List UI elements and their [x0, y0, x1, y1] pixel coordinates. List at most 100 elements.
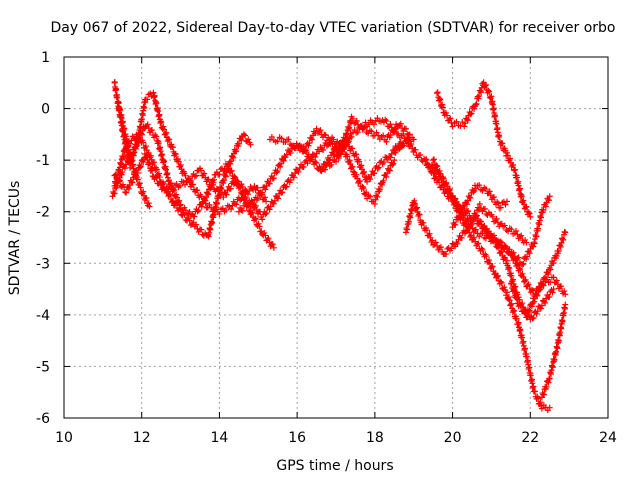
- data-point: [274, 168, 281, 175]
- data-point: [111, 190, 118, 197]
- data-point: [529, 315, 536, 322]
- data-point: [136, 132, 143, 139]
- data-point: [476, 92, 483, 99]
- data-point: [498, 279, 505, 286]
- data-point: [531, 298, 538, 305]
- data-point: [510, 249, 517, 256]
- data-point: [256, 223, 263, 230]
- data-point: [191, 173, 198, 180]
- data-point: [213, 200, 220, 207]
- data-point: [277, 163, 284, 170]
- data-point: [555, 337, 562, 344]
- data-point: [508, 300, 515, 307]
- data-point: [405, 138, 412, 145]
- data-point: [551, 356, 558, 363]
- data-point: [491, 232, 498, 239]
- data-point: [239, 207, 246, 214]
- data-point: [244, 191, 251, 198]
- data-point: [534, 308, 541, 315]
- data-point: [504, 152, 511, 159]
- data-point: [463, 116, 470, 123]
- data-point: [426, 163, 433, 170]
- data-point: [182, 172, 189, 179]
- data-point: [270, 244, 277, 251]
- data-point: [475, 240, 482, 247]
- data-point: [538, 214, 545, 221]
- data-point: [217, 185, 224, 192]
- data-point: [285, 136, 292, 143]
- data-point: [447, 115, 454, 122]
- data-point: [159, 151, 166, 158]
- data-point: [349, 115, 356, 122]
- x-tick-label: 18: [366, 430, 384, 446]
- data-point: [140, 188, 147, 195]
- data-point: [356, 178, 363, 185]
- data-point: [177, 161, 184, 168]
- data-point: [368, 128, 375, 135]
- data-point: [227, 185, 234, 192]
- data-point: [267, 203, 274, 210]
- data-point: [218, 184, 225, 191]
- data-point: [270, 175, 277, 182]
- data-point: [367, 193, 374, 200]
- data-point: [434, 90, 441, 97]
- data-point: [466, 194, 473, 201]
- data-point: [258, 228, 265, 235]
- data-point: [259, 216, 266, 223]
- data-point: [153, 133, 160, 140]
- data-point: [158, 119, 165, 126]
- data-point: [437, 96, 444, 103]
- data-point: [547, 266, 554, 273]
- series-track-14: [430, 156, 553, 414]
- data-point: [472, 213, 479, 220]
- data-point: [136, 180, 143, 187]
- data-point: [507, 301, 514, 308]
- data-point: [252, 202, 259, 209]
- data-point: [202, 200, 209, 207]
- data-point: [489, 213, 496, 220]
- data-point: [146, 203, 153, 210]
- data-point: [280, 157, 287, 164]
- data-point: [143, 194, 150, 201]
- data-point: [432, 239, 439, 246]
- data-point: [384, 170, 391, 177]
- data-point: [382, 116, 389, 123]
- data-point: [522, 236, 529, 243]
- data-point: [444, 112, 451, 119]
- data-point: [343, 142, 350, 149]
- data-point: [514, 321, 521, 328]
- data-point: [520, 197, 527, 204]
- data-point: [287, 177, 294, 184]
- data-point: [151, 92, 158, 99]
- data-point: [170, 186, 177, 193]
- data-point: [395, 145, 402, 152]
- data-point: [449, 123, 456, 130]
- data-point: [293, 140, 300, 147]
- data-point: [448, 194, 455, 201]
- data-point: [140, 139, 147, 146]
- data-point: [234, 178, 241, 185]
- data-point: [463, 208, 470, 215]
- data-points: [109, 79, 569, 414]
- data-point: [479, 246, 486, 253]
- data-point: [383, 173, 390, 180]
- data-point: [322, 166, 329, 173]
- data-point: [238, 181, 245, 188]
- data-point: [420, 219, 427, 226]
- data-point: [342, 143, 349, 150]
- data-point: [278, 135, 285, 142]
- data-point: [374, 193, 381, 200]
- data-point: [436, 179, 443, 186]
- data-point: [526, 307, 533, 314]
- data-point: [177, 182, 184, 189]
- data-point: [550, 260, 557, 267]
- data-point: [263, 210, 270, 217]
- data-point: [116, 177, 123, 184]
- data-point: [249, 200, 256, 207]
- data-point: [227, 160, 234, 167]
- data-point: [513, 292, 520, 299]
- data-point: [113, 86, 120, 93]
- data-point: [413, 205, 420, 212]
- data-point: [309, 136, 316, 143]
- data-point: [312, 159, 319, 166]
